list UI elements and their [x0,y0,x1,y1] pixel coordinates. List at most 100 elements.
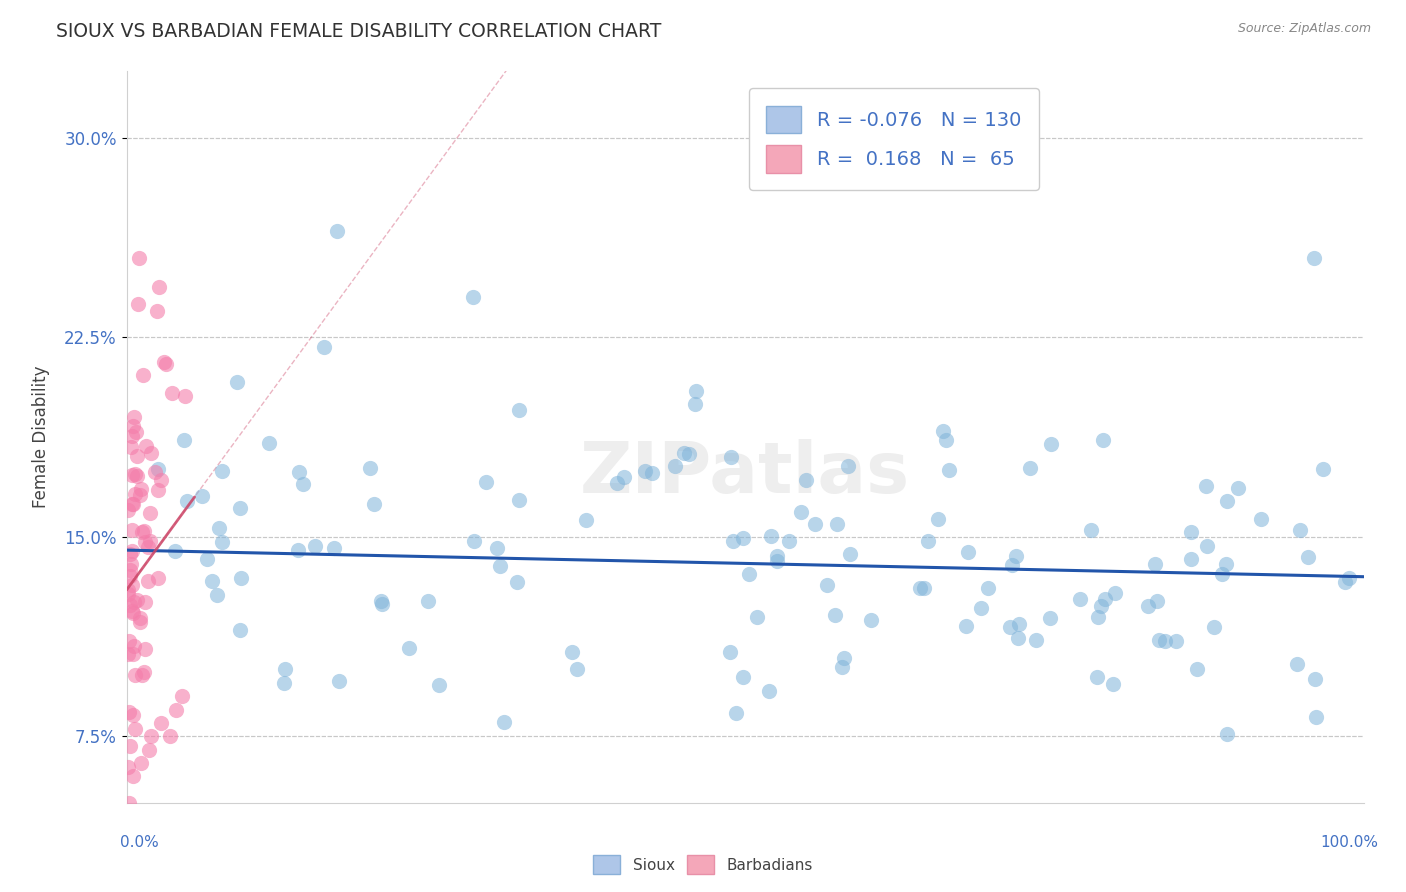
Point [304,539,326,553]
Point [1004,549,1026,564]
Text: SIOUX VS BARBADIAN FEMALE DISABILITY CORRELATION CHART: SIOUX VS BARBADIAN FEMALE DISABILITY COR… [56,22,662,41]
Point [1080,524,1102,538]
Point [138,507,160,521]
Point [745,610,768,624]
Point [463,533,485,548]
Point [146,461,169,475]
Point [211,534,233,549]
Point [208,521,231,535]
Point [825,517,848,532]
Point [1180,551,1202,566]
Point [118,547,141,561]
Point [124,595,146,609]
Point [121,578,143,592]
Point [815,578,838,592]
Point [837,459,859,474]
Point [766,549,789,563]
Point [132,524,155,539]
Point [129,611,152,625]
Point [485,541,508,555]
Point [117,503,139,517]
Point [1007,631,1029,645]
Point [506,574,529,589]
Point [429,678,451,692]
Point [1001,558,1024,572]
Legend: Sioux, Barbadians: Sioux, Barbadians [586,849,820,880]
Point [1180,524,1202,539]
Point [291,477,314,491]
Point [141,446,163,460]
Point [1211,567,1233,582]
Point [1164,634,1187,648]
Point [1305,710,1327,724]
Point [606,475,628,490]
Point [120,563,142,577]
Point [125,425,148,439]
Point [1202,620,1225,634]
Point [492,714,515,729]
Point [131,668,153,682]
Point [678,446,700,460]
Point [1104,585,1126,599]
Point [1215,557,1237,571]
Point [134,534,156,549]
Point [172,690,194,704]
Point [1303,672,1326,686]
Point [322,541,344,556]
Point [738,566,761,581]
Point [370,593,392,607]
Point [124,667,146,681]
Point [117,582,139,597]
Point [1136,599,1159,613]
Point [121,647,143,661]
Point [664,458,686,473]
Point [725,706,748,720]
Point [1143,557,1166,571]
Point [832,651,855,665]
Point [138,540,160,554]
Point [190,489,212,503]
Point [1090,599,1112,614]
Text: ZIPatlas: ZIPatlas [581,439,910,508]
Point [121,769,143,783]
Point [150,716,173,731]
Point [287,465,309,479]
Point [672,445,695,459]
Point [1195,478,1218,492]
Point [1147,633,1170,648]
Point [1019,461,1042,475]
Point [859,613,882,627]
Point [150,473,173,487]
Point [1333,574,1355,589]
Point [195,551,218,566]
Point [121,441,143,455]
Point [824,607,846,622]
Point [117,705,139,719]
Point [567,662,589,676]
Point [1102,677,1125,691]
Point [1008,616,1031,631]
Point [765,554,787,568]
Point [211,464,233,478]
Point [207,588,229,602]
Point [165,703,187,717]
Point [138,574,160,589]
Point [912,581,935,595]
Point [970,601,993,615]
Point [257,436,280,450]
Point [135,439,157,453]
Point [131,525,153,540]
Point [121,544,143,558]
Point [326,224,349,238]
Point [935,433,957,447]
Point [1250,512,1272,526]
Y-axis label: Female Disability: Female Disability [32,366,51,508]
Point [127,297,149,311]
Point [146,571,169,585]
Point [1085,670,1108,684]
Point [917,534,939,549]
Point [118,599,141,613]
Point [138,742,160,756]
Point [640,467,662,481]
Point [229,501,252,516]
